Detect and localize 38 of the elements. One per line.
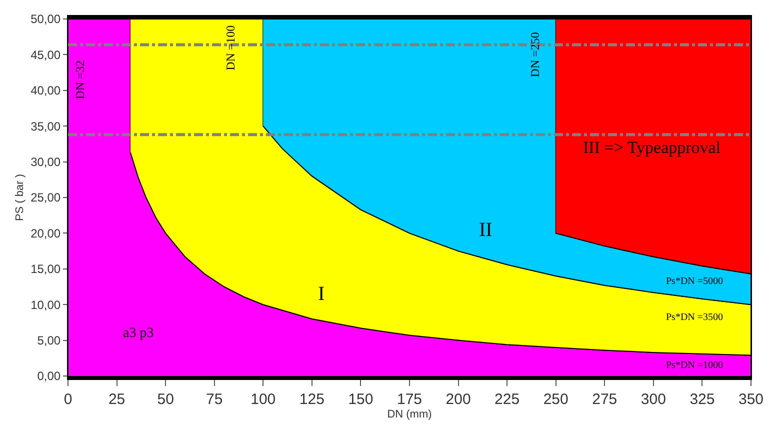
y-tick-label: 0,00 (37, 369, 61, 384)
x-tick-label: 350 (738, 391, 764, 408)
x-tick-label: 175 (396, 391, 422, 408)
x-tick-label: 150 (348, 391, 374, 408)
y-tick-label: 5,00 (37, 334, 61, 348)
y-tick-label: 45,00 (30, 48, 61, 62)
annotation: Ps*DN =3500 (666, 312, 724, 323)
annotation: Ps*DN =5000 (666, 276, 724, 287)
x-tick-label: 325 (690, 391, 715, 408)
annotation: II (479, 219, 492, 241)
x-tick-label: 275 (592, 391, 618, 408)
x-tick-label: 75 (206, 391, 223, 408)
y-tick-label: 20,00 (30, 226, 61, 240)
x-tick-label: 100 (250, 391, 276, 408)
y-tick-label: 10,00 (30, 298, 61, 312)
annotation: DN =32 (72, 60, 87, 100)
y-tick-label: 15,00 (30, 262, 61, 276)
x-tick-label: 250 (543, 391, 568, 408)
x-tick-label: 225 (494, 391, 520, 408)
y-tick-label: 50,00 (30, 12, 61, 26)
annotation: Ps*DN =1000 (666, 360, 724, 371)
y-axis-title: PS ( bar ) (14, 174, 26, 222)
annotation: DN =100 (223, 25, 238, 70)
annotation: a3 p3 (123, 326, 154, 341)
annotation: DN =250 (528, 32, 542, 78)
y-tick-label: 25,00 (30, 190, 61, 205)
annotation: I (318, 283, 325, 305)
x-axis-title: DN (mm) (387, 408, 432, 421)
y-tick-label: 40,00 (30, 84, 61, 98)
x-tick-label: 125 (299, 391, 324, 408)
x-tick-label: 200 (446, 391, 471, 408)
x-tick-label: 300 (640, 391, 666, 408)
y-tick-label: 35,00 (30, 119, 61, 134)
x-tick-label: 25 (108, 391, 126, 408)
x-tick-label: 50 (157, 391, 174, 408)
x-tick-label: 0 (64, 391, 72, 408)
y-tick-label: 30,00 (30, 155, 61, 169)
annotation: III => Typeapproval (583, 138, 721, 157)
